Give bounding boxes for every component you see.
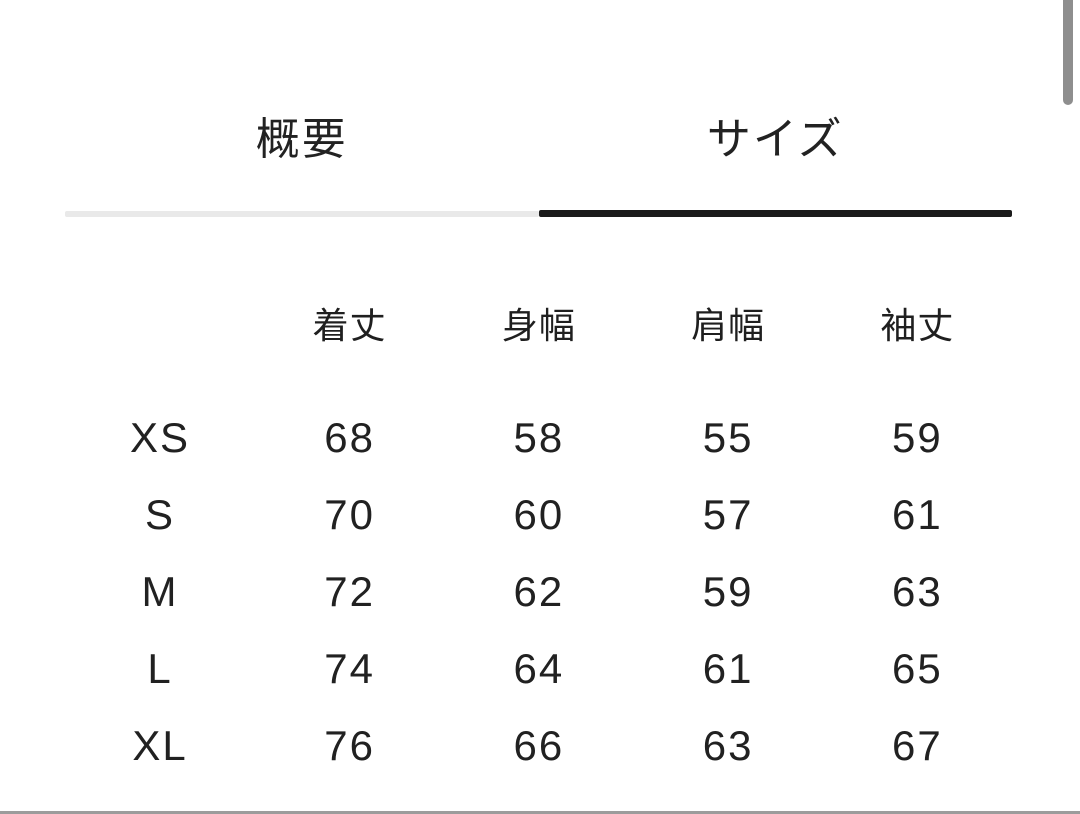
size-value: 72 <box>324 567 375 615</box>
size-value: 76 <box>324 721 375 769</box>
tab-overview-underline <box>65 211 539 217</box>
size-value: 61 <box>702 644 754 692</box>
scrollbar-thumb[interactable] <box>1063 0 1073 105</box>
header-empty-cell <box>65 285 255 361</box>
tab-size-label: サイズ <box>706 114 844 164</box>
tab-size[interactable]: サイズ <box>538 0 1012 217</box>
size-value: 59 <box>892 413 943 461</box>
size-value: 65 <box>892 644 943 692</box>
size-value: 62 <box>513 567 565 615</box>
table-row: M 72 62 59 63 <box>65 553 1012 630</box>
tab-bar: 概要 サイズ <box>65 0 1012 217</box>
size-table: 着丈 身幅 肩幅 袖丈 XS 68 58 55 59 S 70 60 57 61 M 72 62 59 63… <box>65 285 1012 784</box>
size-value: 57 <box>702 490 754 538</box>
size-value: 66 <box>513 721 565 769</box>
column-header-sleeve-length: 袖丈 <box>880 305 955 346</box>
size-table-body: XS 68 58 55 59 S 70 60 57 61 M 72 62 59 63 L 74 64 61 65 XL 7… <box>65 399 1012 784</box>
size-value: 63 <box>892 567 943 615</box>
size-label: M <box>141 567 179 615</box>
table-row: XS 68 58 55 59 <box>65 399 1012 476</box>
table-row: S 70 60 57 61 <box>65 476 1012 553</box>
bottom-divider <box>0 811 1080 814</box>
column-header-shoulder-width: 肩幅 <box>691 305 766 346</box>
size-value: 63 <box>702 721 754 769</box>
size-value: 61 <box>892 490 943 538</box>
size-value: 58 <box>513 413 565 461</box>
size-table-header: 着丈 身幅 肩幅 袖丈 <box>65 285 1012 361</box>
column-header-body-width: 身幅 <box>501 305 576 346</box>
size-label: L <box>147 644 173 692</box>
size-value: 60 <box>513 490 565 538</box>
size-value: 74 <box>324 644 375 692</box>
size-label: XL <box>132 721 188 769</box>
size-value: 67 <box>892 721 943 769</box>
table-row: L 74 64 61 65 <box>65 630 1012 707</box>
size-label: XS <box>129 413 191 461</box>
size-label: S <box>144 490 175 538</box>
tab-overview-label: 概要 <box>255 114 348 164</box>
table-row: XL 76 66 63 67 <box>65 707 1012 784</box>
size-value: 55 <box>702 413 754 461</box>
size-value: 70 <box>324 490 375 538</box>
tab-overview[interactable]: 概要 <box>65 0 539 217</box>
column-header-length: 着丈 <box>312 305 387 346</box>
size-value: 64 <box>513 644 565 692</box>
tab-size-underline-active <box>538 210 1012 217</box>
size-value: 59 <box>702 567 754 615</box>
size-value: 68 <box>324 413 375 461</box>
header-body-spacer <box>65 361 1012 399</box>
